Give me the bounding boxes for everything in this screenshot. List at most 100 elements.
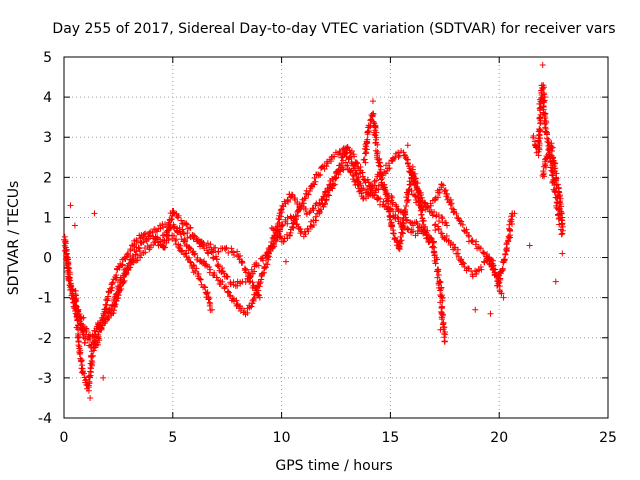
data-point (187, 259, 194, 266)
data-point (273, 230, 280, 237)
data-point (75, 342, 82, 349)
data-point (81, 339, 88, 346)
y-tick-label: -3 (38, 371, 52, 387)
data-point (300, 200, 307, 207)
data-point (255, 287, 262, 294)
data-point (74, 334, 81, 341)
data-point (372, 189, 379, 196)
data-point (112, 301, 119, 308)
data-point (324, 160, 331, 167)
data-point (239, 258, 246, 265)
data-point (539, 85, 546, 92)
data-point (78, 358, 85, 365)
data-point (277, 233, 284, 240)
outlier-point (80, 314, 87, 321)
data-point (174, 225, 181, 232)
data-point (89, 352, 96, 359)
data-point (370, 110, 377, 117)
data-point (374, 141, 381, 148)
data-point (431, 208, 438, 215)
data-point (373, 177, 380, 184)
data-point (105, 309, 112, 316)
data-point (335, 171, 342, 178)
data-point (223, 244, 230, 251)
data-point (434, 274, 441, 281)
data-point (207, 266, 214, 273)
data-point (202, 284, 209, 291)
data-point (275, 222, 282, 229)
data-point (399, 226, 406, 233)
data-point (257, 279, 264, 286)
data-point (435, 271, 442, 278)
y-tick-label: 4 (43, 90, 52, 106)
data-point (213, 274, 220, 281)
data-point (312, 213, 319, 220)
data-point (311, 174, 318, 181)
data-point (411, 170, 418, 177)
data-point (194, 270, 201, 277)
data-point (106, 306, 113, 313)
data-point (179, 247, 186, 254)
data-point (509, 221, 516, 228)
data-point (186, 245, 193, 252)
data-point (104, 297, 111, 304)
data-point (137, 254, 144, 261)
data-point (140, 238, 147, 245)
data-point (215, 248, 222, 255)
data-point (389, 223, 396, 230)
data-point (498, 290, 505, 297)
data-point (66, 265, 73, 272)
data-point (133, 257, 140, 264)
data-point (224, 273, 231, 280)
data-point (315, 172, 322, 179)
data-point (362, 179, 369, 186)
data-point (62, 247, 69, 254)
y-tick-label: 3 (43, 130, 52, 146)
y-tick-label: 1 (43, 210, 52, 226)
data-point (340, 166, 347, 173)
data-point (540, 102, 547, 109)
data-point (118, 285, 125, 292)
data-point (438, 214, 445, 221)
data-point (348, 148, 355, 155)
outlier-point (511, 210, 518, 217)
outlier-point (552, 278, 559, 285)
data-point (395, 149, 402, 156)
data-point (434, 256, 441, 263)
data-point (305, 191, 312, 198)
data-point (440, 182, 447, 189)
data-point (165, 221, 172, 228)
data-point (310, 206, 317, 213)
data-point (360, 156, 367, 163)
data-point (371, 131, 378, 138)
data-point (400, 220, 407, 227)
data-point (326, 192, 333, 199)
data-point (264, 261, 271, 268)
data-point (192, 268, 199, 275)
data-point (447, 196, 454, 203)
data-point (362, 149, 369, 156)
data-point (146, 233, 153, 240)
outlier-point (67, 202, 74, 209)
data-point (389, 194, 396, 201)
data-point (408, 187, 415, 194)
x-tick-label: 5 (168, 430, 177, 446)
data-point (423, 235, 430, 242)
data-point (550, 160, 557, 167)
data-point (191, 251, 198, 258)
data-point (251, 268, 258, 275)
data-point (440, 326, 447, 333)
data-point (354, 177, 361, 184)
data-point (160, 224, 167, 231)
data-point (409, 166, 416, 173)
data-point (552, 168, 559, 175)
data-point (342, 150, 349, 157)
data-point (477, 263, 484, 270)
data-point (411, 192, 418, 199)
data-point (249, 279, 256, 286)
data-point (403, 203, 410, 210)
data-point (104, 293, 111, 300)
data-point (505, 238, 512, 245)
data-point (535, 152, 542, 159)
